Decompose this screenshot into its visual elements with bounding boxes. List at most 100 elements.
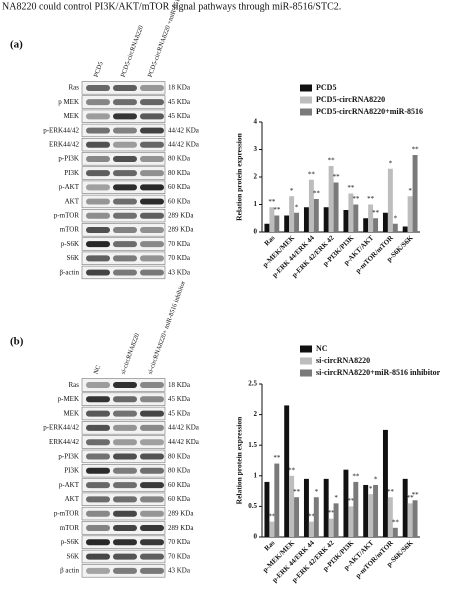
blot-frame: [81, 421, 166, 435]
legend-label: NC: [316, 344, 328, 353]
protein-label: Ras: [69, 84, 80, 92]
y-tick-label: 2: [254, 173, 258, 181]
protein-label: PI3K: [64, 169, 79, 177]
lane-label: NC: [93, 364, 103, 375]
blot-frame: [81, 138, 166, 152]
blot-band: [113, 127, 137, 134]
blot-band: [113, 212, 137, 219]
size-label: 70 KDa: [168, 240, 191, 248]
bar: [373, 218, 379, 232]
bar: [284, 215, 290, 232]
y-tick-label: 4: [254, 118, 258, 126]
significance: *: [394, 214, 398, 222]
bar: [294, 212, 300, 232]
significance: **: [308, 170, 316, 178]
size-label: 289 KDa: [168, 524, 194, 532]
bar: [269, 521, 275, 537]
legend-label: si-circRNA8220+miR-8516 inhibitor: [316, 368, 441, 377]
blot-band: [86, 510, 110, 517]
size-label: 44/42 KDa: [168, 141, 200, 149]
significance: **: [273, 206, 281, 214]
bar: [264, 481, 270, 537]
y-tick-label: 0: [254, 533, 258, 541]
blot-band: [140, 184, 164, 191]
blot-band: [86, 396, 110, 403]
significance: *: [315, 488, 319, 496]
size-label: 45 KDa: [168, 395, 191, 403]
protein-label: β-actin: [60, 268, 80, 276]
protein-label: p-S6K: [61, 240, 79, 248]
significance: *: [389, 159, 393, 167]
panel-label: (a): [10, 39, 23, 51]
size-label: 18 KDa: [168, 84, 191, 92]
significance: **: [392, 518, 400, 526]
blot-band: [113, 467, 137, 474]
blot-band: [86, 184, 110, 191]
size-label: 44/42 KDa: [168, 126, 200, 134]
bar: [323, 207, 329, 232]
bar: [353, 204, 359, 232]
blot-band: [86, 269, 110, 276]
blot-band: [86, 84, 110, 91]
blot-band: [113, 255, 137, 262]
protein-label: p-MEK: [58, 395, 79, 403]
legend-swatch: [300, 357, 312, 365]
y-tick-label: 3: [254, 145, 258, 153]
y-tick-label: 0: [254, 228, 258, 236]
blot-band: [113, 84, 137, 91]
blot-band: [140, 553, 164, 560]
bar: [333, 503, 339, 537]
blot-band: [113, 99, 137, 106]
size-label: 289 KDa: [168, 226, 194, 234]
protein-label: β actin: [60, 567, 79, 575]
significance: **: [333, 173, 341, 181]
significance: **: [288, 466, 296, 474]
protein-label: p-S6K: [61, 538, 79, 546]
protein-label: mTOR: [60, 226, 80, 234]
significance: **: [268, 512, 276, 520]
blot-band: [86, 99, 110, 106]
blot-band: [86, 113, 110, 120]
y-tick-label: 1.5: [248, 441, 257, 449]
size-label: 70 KDa: [168, 538, 191, 546]
blot-band: [86, 198, 110, 205]
blot-band: [113, 410, 137, 417]
legend-label: PCD5: [316, 83, 336, 92]
blot-band: [140, 496, 164, 503]
blot-band: [113, 396, 137, 403]
size-label: 60 KDa: [168, 481, 191, 489]
bar: [412, 500, 418, 537]
y-axis-title: Relation protein expression: [235, 416, 244, 504]
significance: *: [295, 203, 299, 211]
blot-band: [113, 496, 137, 503]
bar: [382, 212, 388, 232]
blot-band: [86, 496, 110, 503]
protein-label: MEK: [63, 409, 79, 417]
significance: **: [407, 494, 415, 502]
protein-label: S6K: [67, 254, 79, 262]
bar: [264, 223, 270, 232]
legend-swatch: [300, 345, 312, 353]
bar: [303, 478, 309, 537]
bar: [343, 210, 349, 232]
protein-label: AKT: [65, 495, 80, 503]
significance: **: [293, 488, 301, 496]
blot-band: [140, 396, 164, 403]
significance: **: [372, 209, 380, 217]
blot-band: [140, 99, 164, 106]
blot-band: [86, 539, 110, 546]
bar: [353, 481, 359, 537]
blot-band: [86, 127, 110, 134]
protein-label: p-AKT: [59, 481, 80, 489]
bar: [269, 207, 275, 232]
size-label: 80 KDa: [168, 452, 191, 460]
significance: **: [352, 195, 360, 203]
blot-band: [113, 539, 137, 546]
protein-label: PI3K: [64, 467, 79, 475]
bar: [348, 193, 354, 232]
protein-label: p-PI3K: [58, 155, 79, 163]
blot-band: [113, 241, 137, 248]
significance: **: [412, 146, 420, 154]
blot-band: [113, 184, 137, 191]
